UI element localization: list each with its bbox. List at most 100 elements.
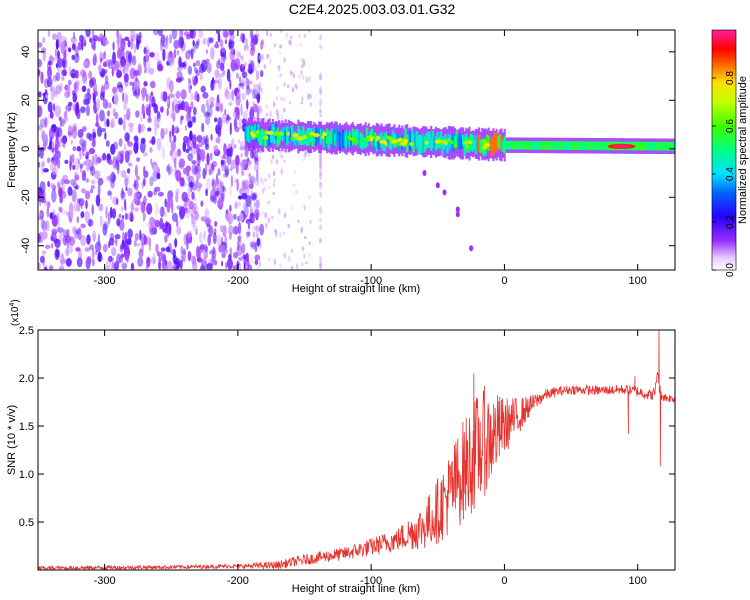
spectrogram-noise-blob xyxy=(176,148,182,157)
spectrogram-noise-blob xyxy=(276,86,279,90)
spectrogram-noise-blob xyxy=(106,118,110,128)
spectrogram-noise-blob xyxy=(118,138,123,147)
spectrogram-branch-point xyxy=(435,182,440,189)
spectrogram-noise-blob xyxy=(127,39,131,48)
spectrogram-noise-blob xyxy=(144,68,147,74)
spectrogram-noise-blob xyxy=(295,189,298,195)
spectrogram-noise-blob xyxy=(216,136,221,144)
colorbar-label: Normalized spectral amplitude xyxy=(737,76,749,224)
spectrogram-band-cell xyxy=(559,141,562,150)
spectrogram-noise-blob xyxy=(75,229,80,235)
snr-xlabel: Height of straight line (km) xyxy=(292,583,420,595)
spectrogram-band-cell xyxy=(567,141,570,150)
spectrogram-noise-blob xyxy=(225,91,232,100)
spectrogram-noise-blob xyxy=(86,256,92,265)
snr-x-tick-label: 0 xyxy=(501,575,507,587)
spectrogram-noise-blob xyxy=(307,93,310,100)
spectrogram-noise-blob xyxy=(95,112,99,126)
spectrogram-noise-blob xyxy=(176,70,183,80)
spectrogram-noise-blob xyxy=(93,53,98,65)
spectrogram-noise-blob xyxy=(178,56,182,68)
spectrogram-noise-blob xyxy=(238,263,242,270)
spectrogram-noise-blob xyxy=(239,37,242,42)
spectrogram-noise-blob xyxy=(91,258,95,267)
spectrogram-band-cell xyxy=(444,134,447,146)
spectrogram-noise-blob xyxy=(48,60,52,66)
spectrogram-noise-blob xyxy=(65,258,72,267)
colorbar-frame xyxy=(711,29,737,271)
spectrogram-noise-blob xyxy=(71,126,78,139)
spectrogram-noise-blob xyxy=(109,232,115,242)
spectrogram-noise-blob xyxy=(229,167,233,172)
spectrogram-noise-blob xyxy=(232,225,239,235)
spectrogram-noise-blob xyxy=(68,79,72,86)
spectrogram-noise-blob xyxy=(156,138,162,151)
spectrogram-noise-blob xyxy=(50,182,55,189)
spectrogram-noise-blob xyxy=(180,89,187,100)
spectrogram-noise-blob xyxy=(202,257,207,266)
spectrogram-noise-blob xyxy=(222,225,227,238)
spectrogram-band-cell xyxy=(636,141,639,151)
spectrogram-streak-mark xyxy=(319,239,322,244)
spectrogram-noise-blob xyxy=(52,209,56,217)
spectrogram-band-cell xyxy=(673,142,675,151)
spectrogram-streak-mark xyxy=(319,206,322,215)
spectrogram-noise-blob xyxy=(38,70,41,75)
colorbar: 0.0 0.2 0.4 0.6 0.8 Normalized spectral ampl… xyxy=(711,29,749,277)
spectrogram-noise-blob xyxy=(208,225,214,238)
spectrogram-band-cell xyxy=(588,141,591,151)
spectrogram-streak-mark xyxy=(319,255,322,265)
spectrogram-noise-blob xyxy=(97,177,104,186)
spectrogram-band-spot xyxy=(446,138,451,143)
spectrogram-noise-blob xyxy=(225,262,228,270)
spectrogram-noise-blob xyxy=(139,140,146,154)
spectrogram-noise-blob xyxy=(58,265,65,270)
spectrogram-band-cell xyxy=(535,141,538,150)
spectrogram-noise-blob xyxy=(40,147,44,160)
spectrogram-noise-blob xyxy=(126,238,132,246)
spectrogram-noise-blob xyxy=(206,99,209,108)
spectrogram-y-tick-label: -20 xyxy=(20,189,32,205)
spectrogram-band-cell xyxy=(570,141,573,150)
spectrogram-noise-blob xyxy=(152,164,158,173)
spectrogram-band-cell xyxy=(282,127,286,140)
spectrogram-streak-mark xyxy=(319,181,322,186)
spectrogram-noise-blob xyxy=(42,220,47,232)
spectrogram-band-cell xyxy=(649,141,652,151)
spectrogram-band-cell xyxy=(671,142,674,151)
spectrogram-noise-blob xyxy=(154,116,158,128)
spectrogram-band-cell xyxy=(337,130,340,142)
spectrogram-noise-blob xyxy=(52,226,58,232)
spectrogram-noise-blob xyxy=(305,76,309,84)
spectrogram-noise-blob xyxy=(288,100,291,105)
spectrogram-noise-blob xyxy=(228,101,233,107)
spectrogram-band-cell xyxy=(582,141,585,150)
spectrogram-noise-blob xyxy=(191,160,197,165)
spectrogram-band-cell xyxy=(490,138,493,157)
spectrogram-noise-blob xyxy=(214,144,218,154)
spectrogram-noise-blob xyxy=(255,152,258,158)
snr-y-tick-label: 2.5 xyxy=(19,325,34,337)
spectrogram-noise-blob xyxy=(175,192,179,203)
spectrogram-noise-blob xyxy=(247,67,253,74)
spectrogram-noise-blob xyxy=(209,152,213,161)
spectrogram-band-cell xyxy=(554,141,557,150)
spectrogram-band-spot xyxy=(250,131,254,136)
spectrogram-noise-blob xyxy=(85,199,88,210)
spectrogram-band-cell xyxy=(420,135,423,154)
spectrogram-noise-blob xyxy=(196,144,200,155)
spectrogram-noise-blob xyxy=(89,166,93,171)
spectrogram-band-cell xyxy=(246,127,249,142)
spectrogram-noise-blob xyxy=(164,234,168,243)
spectrogram-band-cell xyxy=(289,129,292,141)
spectrogram-noise-blob xyxy=(119,43,126,50)
spectrogram-noise-blob xyxy=(240,56,243,60)
spectrogram-band-cell xyxy=(454,135,457,148)
spectrogram-noise-blob xyxy=(260,87,263,94)
spectrogram-noise-blob xyxy=(100,39,104,45)
spectrogram-noise-blob xyxy=(195,163,201,176)
spectrogram-noise-blob xyxy=(214,221,218,227)
spectrogram-band-cell xyxy=(479,139,482,153)
spectrogram-noise-blob xyxy=(169,51,173,58)
spectrogram-noise-blob xyxy=(46,77,53,88)
